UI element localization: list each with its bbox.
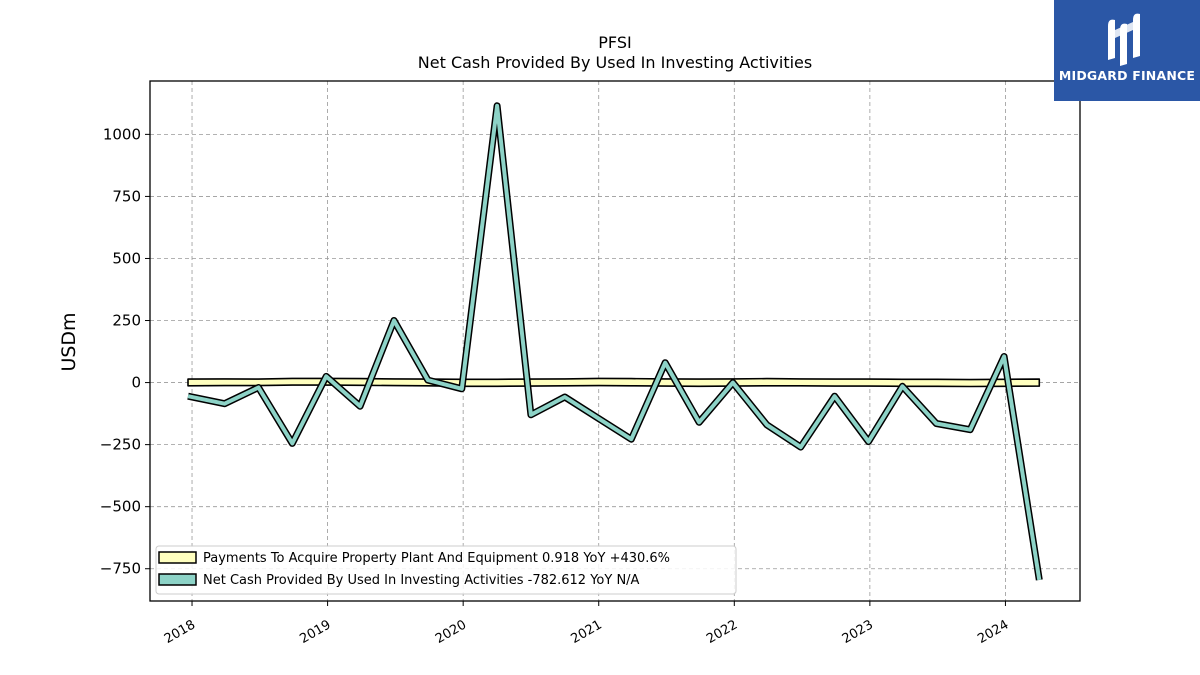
legend-swatch-net-cash xyxy=(158,573,197,586)
y-tick-label: −750 xyxy=(100,560,141,578)
legend-box xyxy=(155,545,737,595)
x-tick-label: 2018 xyxy=(162,617,198,647)
y-tick-label: 1000 xyxy=(103,125,141,143)
brand-name: MIDGARD FINANCE xyxy=(1058,68,1196,83)
y-tick-label: −250 xyxy=(100,436,141,454)
x-tick-label: 2024 xyxy=(975,617,1011,647)
series-net-cash-outline xyxy=(187,102,1043,581)
series-net-cash-line xyxy=(187,103,1042,581)
chart-title: PFSI xyxy=(598,33,631,52)
grid-lines xyxy=(150,81,1080,601)
x-tick-label: 2020 xyxy=(433,617,469,647)
x-tick-label: 2022 xyxy=(704,617,740,647)
y-axis-label: USDm xyxy=(58,312,80,371)
x-tick-label: 2019 xyxy=(297,617,333,647)
series-capex-band xyxy=(187,377,1041,388)
series-layer xyxy=(187,102,1043,581)
legend-label-net-cash: Net Cash Provided By Used In Investing A… xyxy=(203,573,640,588)
x-tick-label: 2023 xyxy=(840,617,876,647)
y-tick-label: 500 xyxy=(112,249,141,267)
legend-swatch-capex xyxy=(158,551,197,564)
y-tick-label: 750 xyxy=(112,187,141,205)
chart-subtitle: Net Cash Provided By Used In Investing A… xyxy=(418,53,812,72)
x-tick-label: 2021 xyxy=(569,617,605,647)
y-tick-label: 0 xyxy=(131,374,141,392)
legend-label-capex: Payments To Acquire Property Plant And E… xyxy=(203,551,670,566)
midgard-m-icon xyxy=(1108,13,1140,66)
legend: Payments To Acquire Property Plant And E… xyxy=(155,545,737,595)
brand-logo: MIDGARD FINANCE xyxy=(1054,0,1200,101)
y-tick-label: 250 xyxy=(112,312,141,330)
y-tick-label: −500 xyxy=(100,498,141,516)
plot-frame xyxy=(149,80,1081,602)
